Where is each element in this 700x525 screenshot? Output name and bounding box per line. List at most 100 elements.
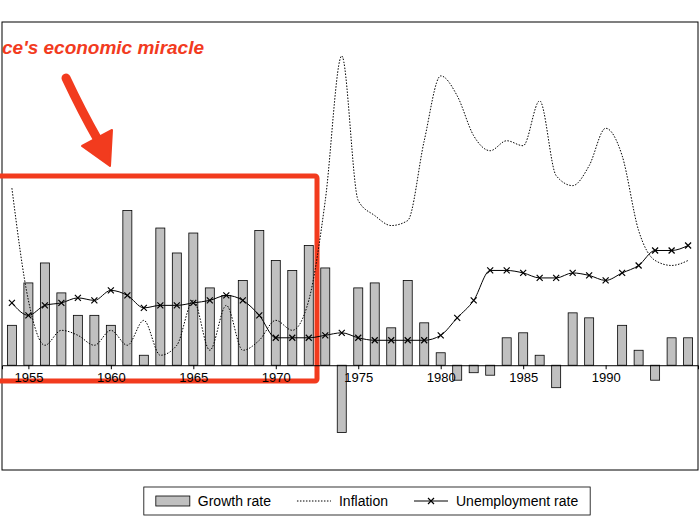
line [12,56,688,355]
chart: 1955 1960 1965 1970 1975 1980 1985 1990 ce's eco… [0,0,700,525]
x-tick-mark [276,365,277,369]
bar [519,333,528,365]
plot-frame [2,22,698,470]
marker [174,302,180,308]
x-tick: 1975 [344,365,373,385]
marker [339,330,345,336]
x-tick-mark [28,365,29,369]
x-tick-mark [606,365,607,369]
bar [502,338,511,365]
bar [387,328,396,365]
marker [273,335,279,341]
bar [469,365,478,372]
marker [190,300,196,306]
marker [669,247,675,253]
marker [553,275,559,281]
x-tick: 1990 [592,365,621,385]
legend: Growth rate Inflation Unemployment rate [144,487,590,515]
marker [603,277,609,283]
marker [75,295,81,301]
legend-swatch [156,496,190,506]
x-tick-label: 1975 [344,370,373,385]
marker [91,297,97,303]
x-tick: 1955 [14,365,43,385]
bar [7,325,16,365]
legend-item: Inflation [297,493,388,509]
bar [403,280,412,365]
annotation-text: ce's economic miracle [2,37,204,58]
marker [355,335,361,341]
bar [585,318,594,365]
x-tick-label: 1960 [97,370,126,385]
bar [255,231,264,366]
bar [156,228,165,365]
marker [537,275,543,281]
marker [223,292,229,298]
marker [157,302,163,308]
marker [108,287,114,293]
bar [370,283,379,365]
marker [124,292,130,298]
marker [25,312,31,318]
x-tick-label: 1985 [509,370,538,385]
x-axis: 1955 1960 1965 1970 1975 1980 1985 1990 [3,365,699,385]
bar [568,313,577,365]
x-axis-line [3,366,699,370]
x-tick-mark [523,365,524,369]
marker [454,315,460,321]
marker [421,337,427,343]
bar [552,365,561,387]
marker [636,262,642,268]
bar [222,295,231,365]
bar [73,315,82,365]
bar [321,268,330,365]
marker [504,267,510,273]
legend-label: Growth rate [198,493,271,509]
marker [685,243,691,249]
marker [619,270,625,276]
x-tick-mark [193,365,194,369]
bar [354,288,363,365]
bar [123,211,132,366]
x-tick-label: 1990 [592,370,621,385]
legend-label: Unemployment rate [456,493,578,509]
marker [570,270,576,276]
line [12,246,688,341]
legend-marker [428,498,434,504]
marker [306,335,312,341]
x-tick-label: 1965 [179,370,208,385]
bar [667,338,676,365]
marker [487,267,493,273]
bar [618,325,627,365]
legend-item: Unemployment rate [414,493,578,509]
x-tick-label: 1970 [262,370,291,385]
x-tick-mark [358,365,359,369]
bar [486,365,495,375]
marker [322,332,328,338]
x-tick-label: 1980 [427,370,456,385]
x-tick: 1960 [97,365,126,385]
marker [520,270,526,276]
x-tick-mark [441,365,442,369]
x-tick: 1985 [509,365,538,385]
marker [372,337,378,343]
bar [24,283,33,365]
bar [436,353,445,365]
bar [651,365,660,380]
bar [172,253,181,365]
marker [471,297,477,303]
bar [684,338,693,365]
marks [7,56,692,433]
marker [240,297,246,303]
bars [7,211,692,433]
marker [438,332,444,338]
marker [141,305,147,311]
marker [58,300,64,306]
annotation-box [0,176,317,381]
legend-swatch [297,501,331,502]
x-tick: 1980 [427,365,456,385]
marker [256,312,262,318]
bar [420,323,429,365]
x-tick-mark [111,365,112,369]
bar [304,246,313,366]
